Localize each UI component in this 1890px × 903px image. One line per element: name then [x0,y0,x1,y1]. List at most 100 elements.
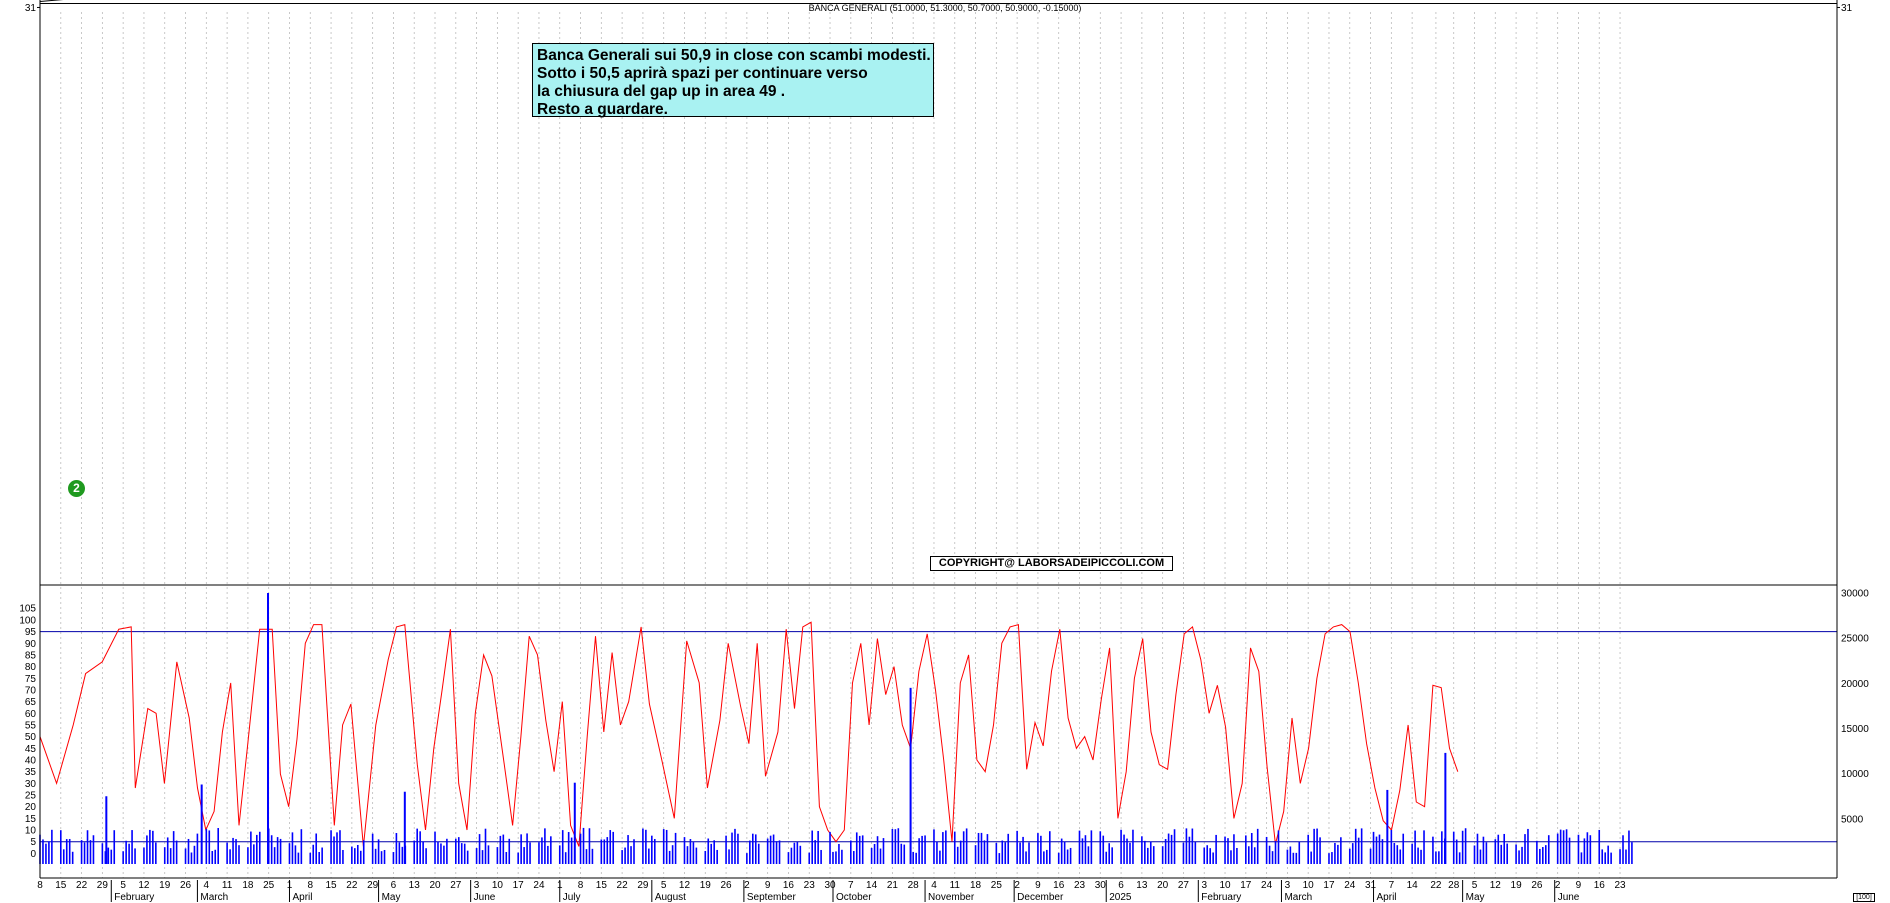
volume-bar [689,839,692,864]
volume-bar [374,848,377,864]
volume-bar [627,835,629,864]
volume-bar [850,840,852,864]
volume-bar [653,838,656,864]
volume-bar [1354,828,1357,864]
month-label: May [382,892,401,903]
volume-bar [564,852,567,864]
volume-bar [757,843,760,864]
volume-bar [1063,841,1066,864]
volume-bar [778,840,781,864]
volume-bar [1625,849,1627,864]
volume-bar [1369,848,1372,864]
day-tick-label: 23 [804,880,816,891]
volume-bar [1069,847,1072,864]
volume-bar [924,835,926,864]
volume-bar [1295,852,1298,864]
volume-bar [674,832,677,864]
volume-bar [665,829,668,864]
volume-bar [558,845,561,864]
volume-bar [1090,830,1093,864]
volume-bar [710,843,713,864]
day-tick-label: 19 [159,880,171,891]
month-label: July [563,892,581,903]
day-tick-label: 3 [1201,880,1207,891]
volume-bar [1515,844,1517,864]
volume-bar [380,851,383,864]
volume-bar [1562,830,1565,864]
volume-bar [256,834,258,864]
volume-bar [612,831,615,864]
volume-bar [645,829,647,864]
volume-bar [51,829,53,864]
volume-bars [39,593,1633,864]
osc-tick-label: 65 [25,697,37,708]
volume-bar [671,845,674,864]
day-tick-label: 30 [1095,880,1107,891]
volume-bar [446,838,448,864]
month-label: February [114,892,154,903]
volume-bar [603,839,606,864]
volume-bar [974,845,977,864]
day-tick-label: 30 [824,880,836,891]
volume-bar [1209,848,1211,864]
day-tick-label: 28 [1448,880,1460,891]
volume-bar [312,844,315,864]
volume-bar [838,843,840,864]
volume-bar [953,831,956,864]
volume-bar [300,829,303,864]
volume-bar [1310,851,1312,864]
day-tick-label: 17 [513,880,525,891]
volume-bar [1227,838,1229,864]
volume-bar [487,845,490,864]
volume-bar [1250,832,1253,864]
volume-bar [1191,828,1194,864]
volume-bar [855,832,858,864]
volume-bar [852,851,855,864]
volume-bar [1274,841,1277,864]
volume-bar [398,842,401,864]
volume-bar [1601,849,1604,864]
volume-bar [1577,834,1580,864]
day-tick-label: 2 [744,880,750,891]
volume-bar [1497,834,1500,864]
volume-bar [841,849,843,864]
volume-bar [1292,852,1295,864]
volume-bar [1378,834,1381,864]
volume-bar [1452,831,1455,864]
volume-bar [1565,829,1568,864]
volume-bar [107,847,110,864]
volume-bar [258,831,261,864]
volume-bar [163,847,166,864]
volume-bar [1298,841,1301,864]
volume-bar [190,852,193,864]
grid [39,12,1621,878]
volume-bar [1007,833,1010,864]
volume-bar [870,847,873,864]
volume-bar [582,827,585,864]
volume-bar [315,833,318,864]
day-tick-label: 15 [596,880,608,891]
note-line-1: Banca Generali sui 50,9 in close con sca… [537,47,931,64]
volume-bar [662,829,665,864]
volume-bar [873,843,876,864]
day-tick-label: 28 [908,880,920,891]
volume-bar [86,830,89,864]
volume-bar [1536,840,1538,864]
month-label: September [747,892,797,903]
day-tick-label: 3 [1285,880,1291,891]
volume-bar [1539,848,1541,864]
volume-tick-label: 5000 [1841,814,1864,825]
volume-bar [505,852,508,864]
volume-bar [101,843,104,864]
volume-bar [1313,828,1315,864]
volume-bar [1185,828,1188,864]
volume-bar [734,828,736,864]
day-tick-label: 23 [1614,880,1626,891]
volume-bar [134,848,136,864]
volume-bar [354,848,356,864]
day-tick-label: 5 [661,880,667,891]
volume-spike [403,791,406,864]
volume-bar [1144,840,1146,864]
volume-bar [1619,849,1621,864]
volume-bar [1375,836,1378,864]
